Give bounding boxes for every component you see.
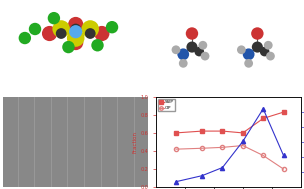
Line: CIP: CIP bbox=[174, 143, 285, 171]
CIP bbox=[261, 154, 265, 157]
CIP bbox=[282, 168, 285, 170]
Point bbox=[181, 53, 186, 56]
SSIP bbox=[261, 117, 265, 120]
Point bbox=[73, 27, 78, 30]
CIP bbox=[174, 148, 178, 150]
Point bbox=[246, 62, 251, 65]
Point bbox=[110, 26, 115, 29]
Point bbox=[95, 44, 100, 47]
Point bbox=[255, 32, 260, 35]
SSIP bbox=[200, 130, 204, 132]
Point bbox=[59, 32, 64, 35]
Point bbox=[268, 55, 273, 58]
Point bbox=[73, 30, 78, 33]
SSIP bbox=[241, 132, 245, 134]
Point bbox=[66, 46, 71, 49]
CIP bbox=[200, 147, 204, 149]
Point bbox=[246, 53, 251, 56]
Point bbox=[99, 32, 104, 35]
SSIP bbox=[221, 130, 224, 132]
Point bbox=[239, 48, 244, 51]
Point bbox=[189, 46, 194, 49]
Point bbox=[59, 27, 64, 30]
Point bbox=[22, 36, 27, 40]
Line: SSIP: SSIP bbox=[174, 110, 285, 135]
Point bbox=[73, 36, 78, 40]
Point bbox=[255, 46, 260, 49]
Point bbox=[88, 27, 93, 30]
Point bbox=[51, 17, 56, 20]
CIP bbox=[221, 146, 224, 149]
Point bbox=[197, 50, 202, 53]
Point bbox=[262, 50, 267, 53]
Point bbox=[200, 44, 205, 47]
Point bbox=[33, 27, 37, 30]
Point bbox=[202, 55, 207, 58]
Point bbox=[181, 62, 186, 65]
Y-axis label: Fraction: Fraction bbox=[133, 131, 137, 153]
SSIP bbox=[282, 111, 285, 113]
Point bbox=[189, 32, 194, 35]
Point bbox=[88, 32, 93, 35]
CIP bbox=[241, 144, 245, 147]
SSIP bbox=[174, 132, 178, 134]
Point bbox=[266, 44, 271, 47]
Point bbox=[73, 23, 78, 26]
Point bbox=[174, 48, 178, 51]
Legend: SSIP, CIP: SSIP, CIP bbox=[158, 99, 175, 112]
Point bbox=[47, 32, 52, 35]
Point bbox=[73, 41, 78, 44]
